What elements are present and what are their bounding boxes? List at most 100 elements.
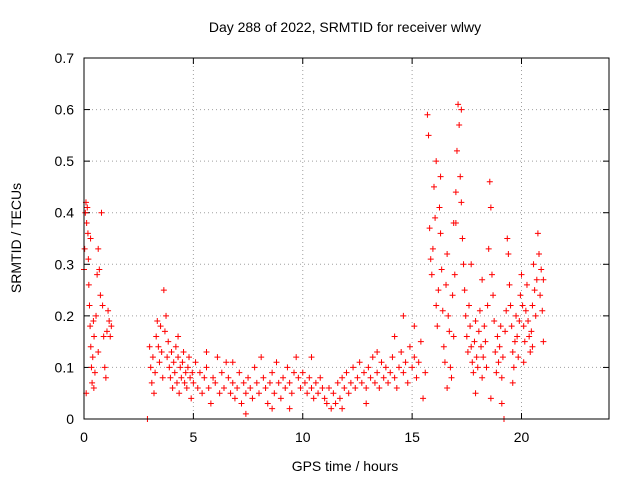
data-point: [184, 364, 191, 371]
data-point: [441, 359, 448, 366]
data-point: [273, 359, 280, 366]
data-point: [87, 343, 94, 350]
data-point: [499, 354, 506, 361]
data-point: [299, 369, 306, 376]
data-point: [82, 209, 89, 216]
data-point: [182, 369, 189, 376]
data-point: [439, 307, 446, 314]
data-point: [396, 364, 402, 371]
data-point: [369, 354, 376, 361]
data-point: [449, 292, 456, 299]
y-tick-label: 0.3: [55, 256, 75, 272]
data-point: [402, 359, 409, 366]
data-point: [470, 369, 477, 376]
data-point: [532, 312, 539, 319]
data-point: [507, 302, 514, 309]
data-point: [293, 354, 300, 361]
data-point: [332, 400, 339, 407]
data-point: [282, 385, 289, 392]
data-point: [181, 379, 188, 386]
data-point: [187, 374, 194, 381]
data-point: [323, 400, 330, 407]
data-point: [436, 204, 443, 211]
data-point: [201, 374, 208, 381]
y-tick-label: 0: [66, 411, 74, 427]
data-point: [428, 271, 435, 278]
data-point: [526, 333, 533, 340]
data-point: [498, 400, 505, 407]
y-tick-label: 0.6: [55, 102, 75, 118]
data-point: [343, 369, 350, 376]
data-point: [533, 276, 540, 283]
data-point: [482, 338, 489, 345]
data-point: [91, 369, 98, 376]
data-point: [495, 359, 502, 366]
data-point: [444, 250, 451, 257]
y-tick-label: 0.1: [55, 359, 75, 375]
data-point: [481, 323, 488, 330]
data-point: [264, 400, 271, 407]
data-point: [207, 400, 214, 407]
data-point: [538, 266, 545, 273]
data-point: [367, 374, 374, 381]
data-point: [447, 364, 454, 371]
data-point: [464, 348, 471, 355]
data-point: [472, 390, 479, 397]
data-point: [444, 385, 451, 392]
data-point: [435, 287, 442, 294]
data-point: [196, 369, 203, 376]
data-point: [295, 374, 302, 381]
data-point: [186, 354, 192, 361]
data-point: [509, 348, 516, 355]
data-point: [486, 178, 493, 185]
data-point: [527, 348, 534, 355]
data-point: [216, 390, 223, 397]
data-point: [488, 271, 495, 278]
data-point: [433, 158, 440, 165]
data-point: [504, 235, 511, 242]
data-point: [511, 338, 518, 345]
data-point: [146, 343, 153, 350]
x-tick-label: 10: [295, 429, 311, 445]
data-point: [520, 359, 527, 366]
data-point: [365, 364, 372, 371]
data-point: [81, 245, 88, 252]
data-point: [469, 359, 476, 366]
data-point: [508, 323, 515, 330]
data-point: [413, 374, 420, 381]
data-point: [101, 364, 108, 371]
data-point: [203, 348, 210, 355]
x-tick-label: 20: [514, 429, 530, 445]
data-point: [422, 369, 429, 376]
data-point: [175, 354, 182, 361]
data-point: [256, 390, 262, 397]
data-point: [152, 369, 159, 376]
data-point: [434, 323, 441, 330]
data-point: [461, 287, 468, 294]
data-point: [284, 364, 291, 371]
data-point: [203, 364, 210, 371]
data-point: [345, 390, 352, 397]
data-point: [169, 385, 176, 392]
plot-frame: [83, 57, 610, 420]
data-point: [148, 379, 155, 386]
data-point: [158, 348, 165, 355]
data-point: [84, 230, 91, 237]
data-point: [391, 374, 398, 381]
data-point: [258, 354, 265, 361]
data-point: [485, 245, 492, 252]
data-point: [382, 364, 389, 371]
data-point: [205, 385, 212, 392]
data-point: [432, 214, 439, 221]
data-point: [483, 364, 490, 371]
data-point: [172, 343, 179, 350]
data-point: [484, 302, 491, 309]
data-point: [458, 199, 465, 206]
data-point: [514, 333, 521, 340]
data-point: [537, 292, 544, 299]
chart-title: Day 288 of 2022, SRMTID for receiver wlw…: [209, 19, 481, 35]
data-point: [475, 328, 482, 335]
data-point: [149, 354, 156, 361]
data-point: [518, 271, 525, 278]
data-point: [251, 364, 258, 371]
